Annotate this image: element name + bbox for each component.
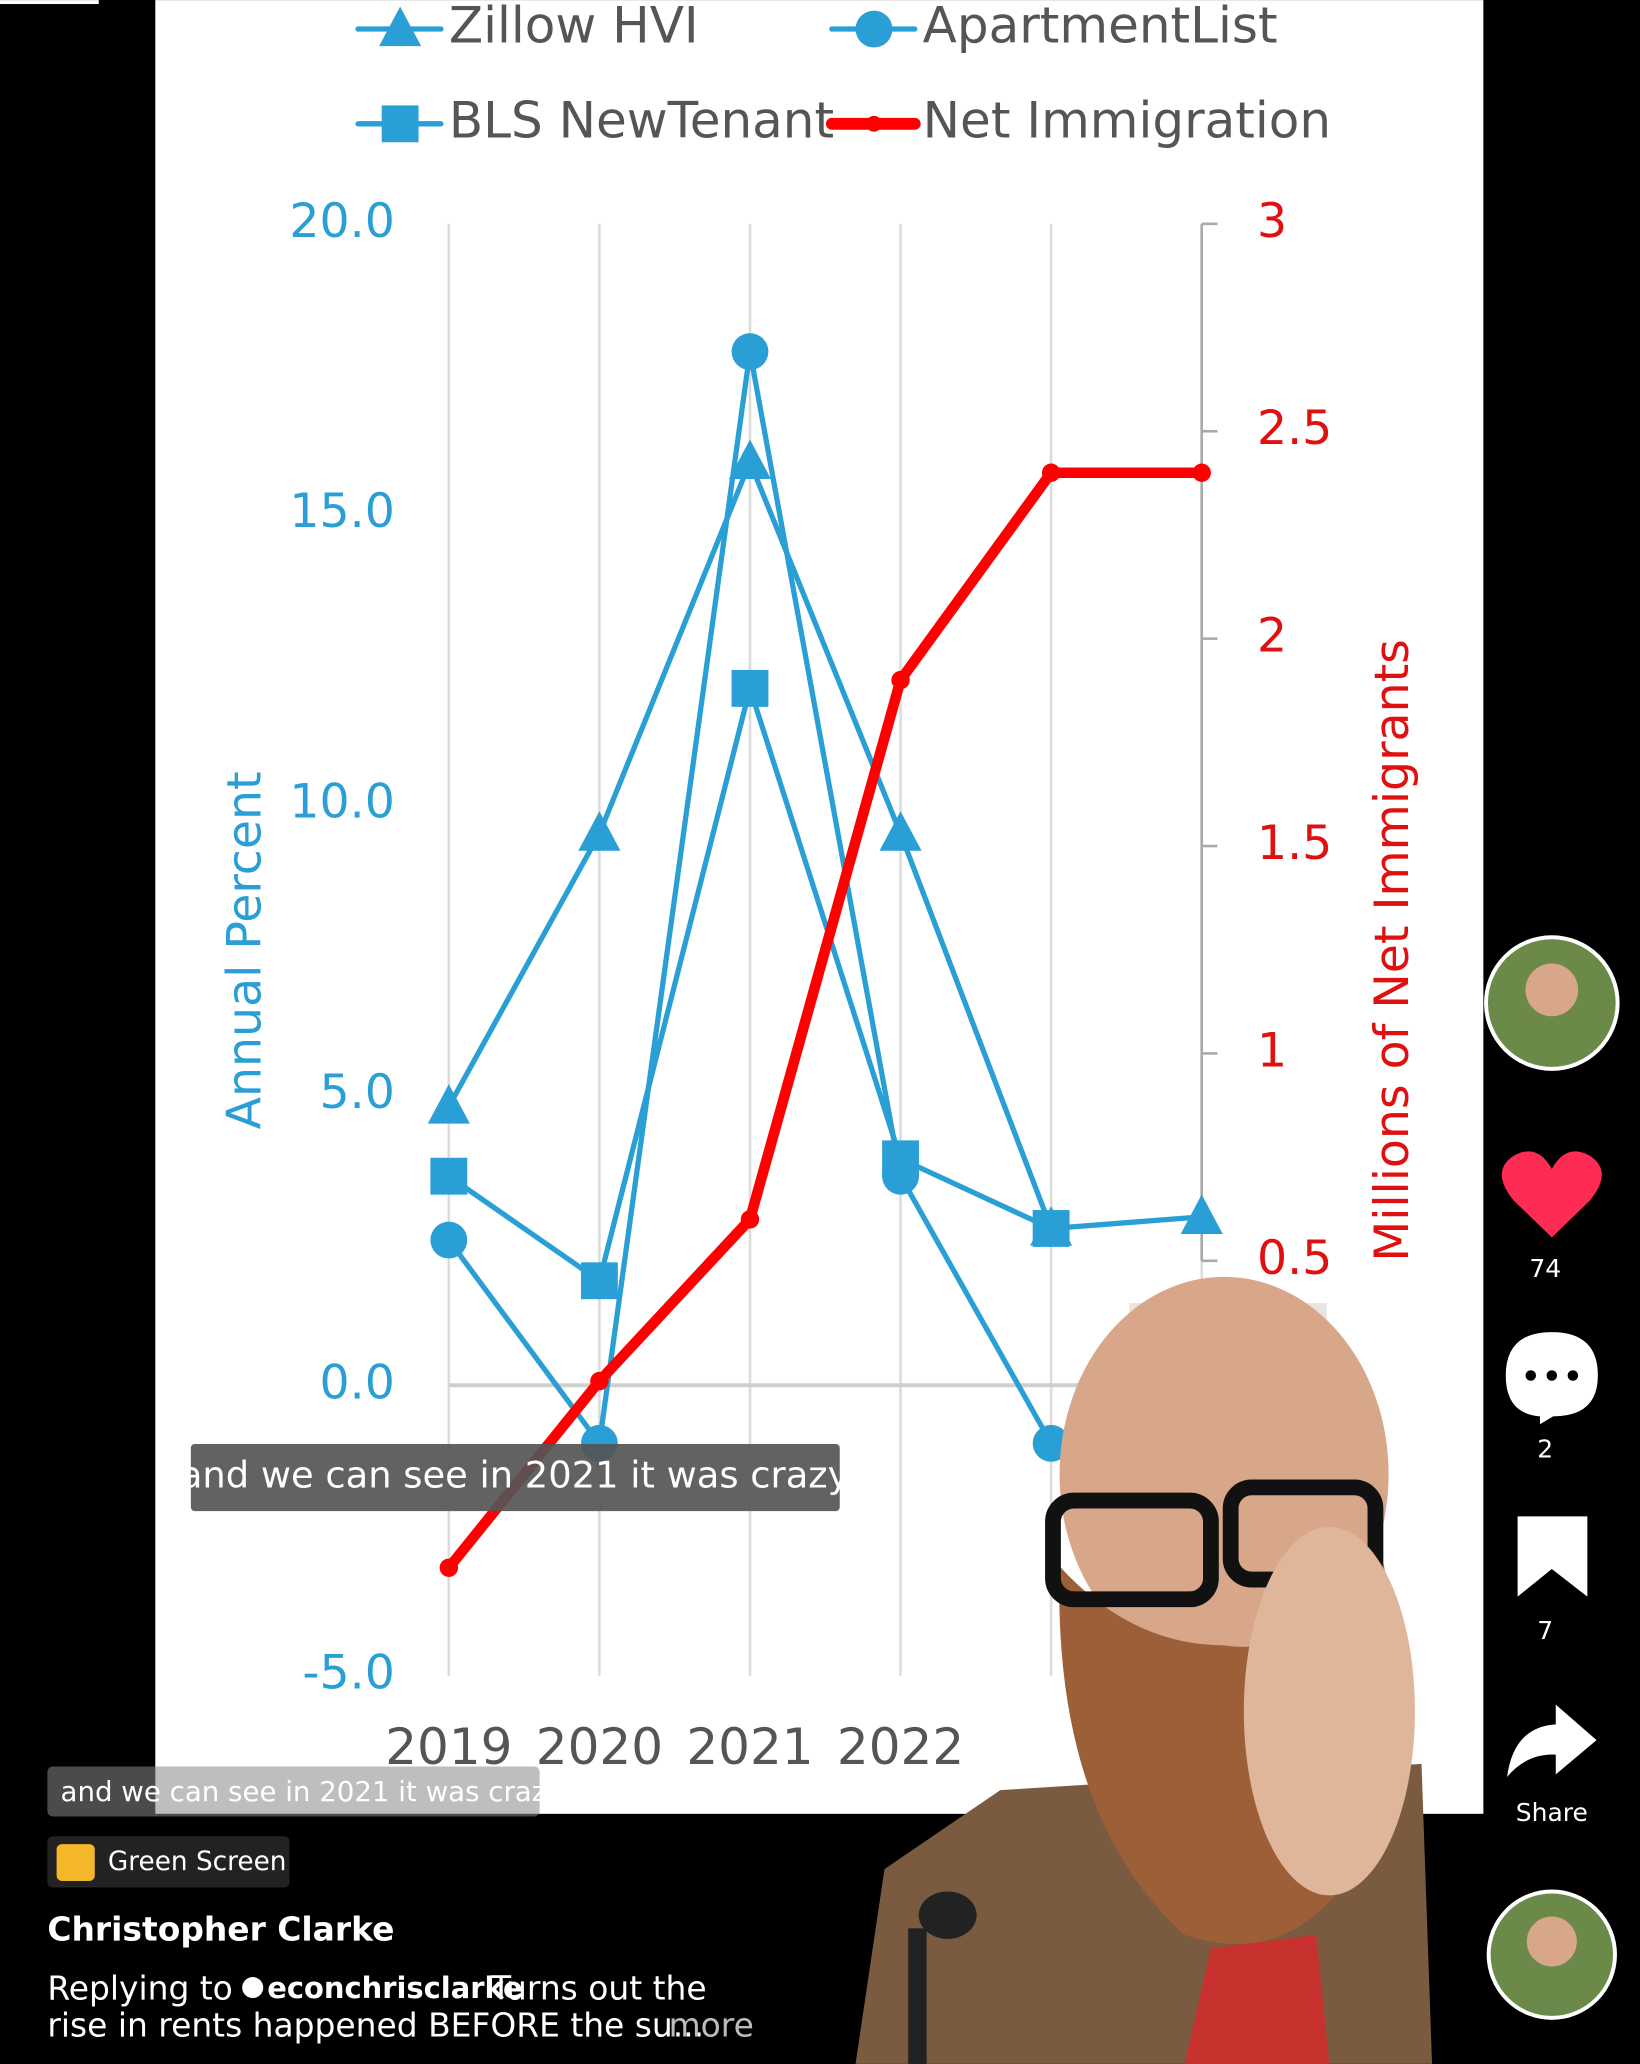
point: [1180, 1194, 1223, 1234]
share-icon[interactable]: [1507, 1704, 1597, 1777]
y-tick-label: 5.0: [320, 1065, 395, 1120]
comment-count: 2: [1537, 1435, 1553, 1464]
series-line: [446, 459, 1205, 1232]
more-link[interactable]: more: [669, 2006, 754, 2045]
point: [731, 669, 769, 707]
like-icon[interactable]: [1501, 1151, 1602, 1238]
y-tick-label: 0.0: [320, 1355, 395, 1410]
point: [740, 1210, 760, 1229]
legend-marker: [381, 105, 419, 143]
description: rise in rents happened BEFORE the su...: [47, 2006, 704, 2045]
reply-prefix: Replying to: [47, 1969, 232, 2008]
legend-marker: [866, 115, 882, 132]
hand: [1243, 1526, 1415, 1896]
legend-marker: [379, 6, 422, 47]
share-label: Share: [1516, 1798, 1588, 1827]
point: [882, 1140, 919, 1178]
y-tick-label: 10.0: [289, 775, 394, 830]
point: [439, 1558, 459, 1577]
glasses-left: [1045, 1492, 1219, 1608]
caption-box: [190, 1443, 840, 1512]
point: [430, 1221, 468, 1259]
legend-label: Zillow HVI: [449, 0, 699, 55]
bottom-info: and we can see in 2021 it was crazy Gree…: [47, 1766, 754, 2045]
dot: [1525, 1370, 1537, 1381]
caption-pill: [47, 1766, 540, 1817]
point: [728, 439, 772, 480]
presenter-video: [855, 1276, 1433, 2064]
point: [427, 1084, 470, 1124]
author[interactable]: Christopher Clarke: [47, 1909, 394, 1948]
point: [590, 1371, 609, 1391]
dot: [1546, 1370, 1558, 1381]
effect-name: Green Screen: [108, 1847, 287, 1877]
y2-tick-label: 1.5: [1257, 816, 1332, 871]
save-icon[interactable]: [1517, 1516, 1588, 1597]
shirt: [1184, 1934, 1330, 2064]
reply-icon: [242, 1977, 264, 1999]
point: [578, 811, 621, 851]
x-tick-label: 2022: [837, 1718, 964, 1776]
point: [879, 811, 922, 851]
point: [891, 670, 910, 690]
point: [731, 333, 769, 371]
point: [1192, 463, 1211, 482]
caption: and we can see in 2021 it was crazy: [61, 1775, 563, 1808]
caption-text: and we can see in 2021 it was crazy: [180, 1453, 850, 1496]
y2-axis-title: Millions of Net Immigrants: [1365, 639, 1420, 1262]
y2-tick-label: 3: [1257, 194, 1287, 249]
y2-tick-label: 1: [1257, 1023, 1287, 1078]
sidebar: 74 2 7 Share: [1484, 935, 1620, 2020]
point: [1032, 1424, 1070, 1462]
avatar-face: [1526, 1916, 1577, 1967]
y-tick-label: 15.0: [289, 484, 394, 539]
point: [1032, 1210, 1070, 1247]
effect-icon: [56, 1844, 95, 1881]
legend-label: ApartmentList: [923, 0, 1278, 55]
video-caption: and we can see in 2021 it was crazy: [180, 1443, 850, 1512]
microphone: [918, 1891, 977, 1939]
x-tick-label: 2020: [536, 1718, 663, 1776]
legend-label: Net Immigration: [923, 91, 1331, 149]
y2-tick-label: 0.5: [1257, 1231, 1332, 1286]
avatar-face: [1525, 963, 1579, 1017]
dot: [1567, 1370, 1579, 1381]
effect-pill[interactable]: [47, 1836, 290, 1888]
point: [580, 1262, 618, 1300]
mic-stand: [908, 1928, 927, 2064]
like-count: 74: [1529, 1254, 1561, 1283]
save-count: 7: [1537, 1616, 1553, 1645]
top-indicator: [0, 0, 99, 5]
y2-tick-label: 2.5: [1257, 401, 1332, 456]
y2-tick-label: 2: [1257, 609, 1287, 664]
y-axis-title: Annual Percent: [217, 771, 272, 1129]
point: [1041, 463, 1061, 482]
point: [430, 1157, 468, 1195]
x-tick-label: 2021: [686, 1718, 813, 1776]
y-tick-label: -5.0: [302, 1646, 394, 1701]
legend-label: BLS NewTenant: [449, 91, 834, 149]
reply-user[interactable]: econchrisclarke: [267, 1971, 522, 2005]
legend-marker: [855, 10, 893, 48]
y-tick-label: 20.0: [289, 194, 394, 249]
description: Turns out the: [490, 1969, 707, 2008]
series-line: [443, 467, 1207, 1574]
